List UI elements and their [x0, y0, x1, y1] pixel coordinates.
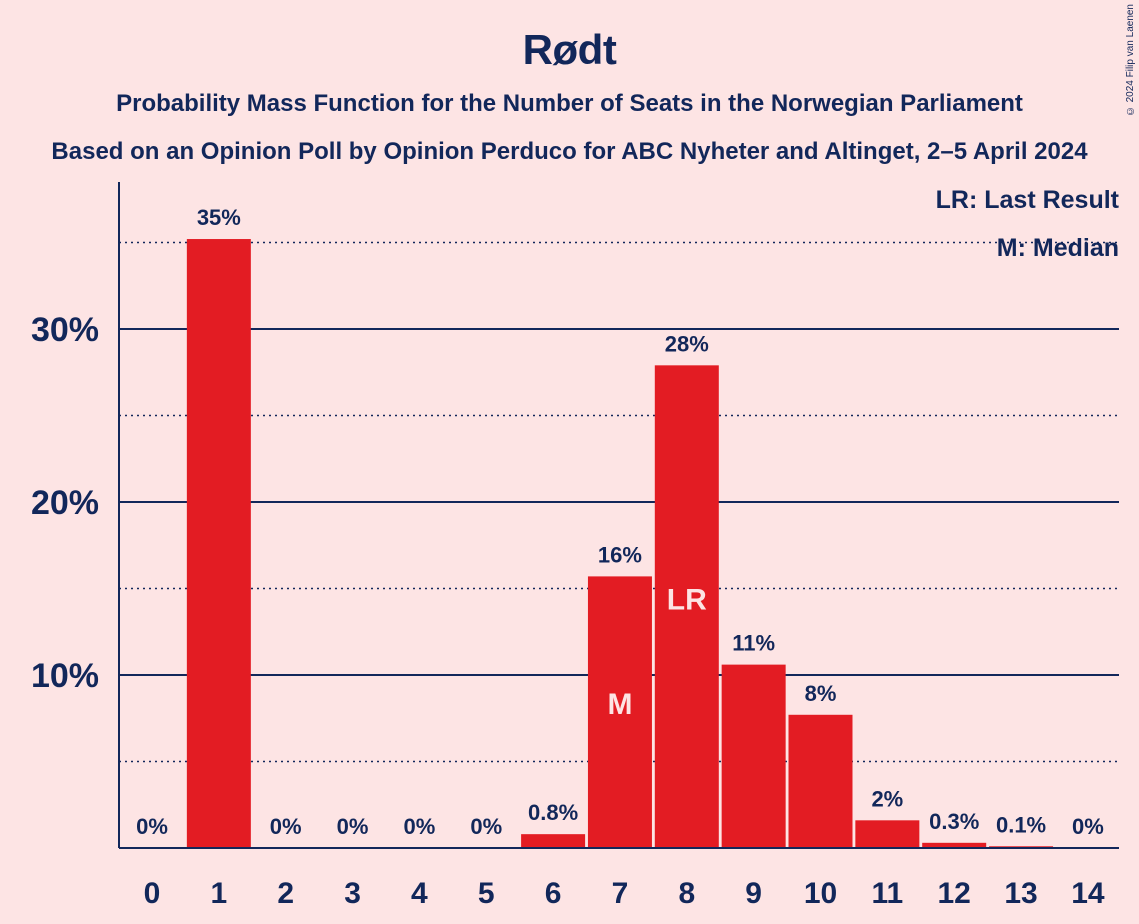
data-label: 0%: [404, 814, 436, 839]
x-tick-label: 2: [277, 877, 294, 910]
chart-source-subtitle: Based on an Opinion Poll by Opinion Perd…: [51, 138, 1088, 165]
legend-median: M: Median: [996, 234, 1119, 262]
bar: [654, 365, 719, 848]
x-tick-label: 0: [144, 877, 161, 910]
data-label: 0.8%: [528, 800, 578, 825]
x-tick-label: 5: [478, 877, 495, 910]
x-tick-label: 10: [804, 877, 837, 910]
x-tick-label: 9: [745, 877, 762, 910]
legend-last-result: LR: Last Result: [935, 186, 1119, 214]
y-tick-label: 20%: [31, 484, 99, 522]
data-label: 2%: [871, 786, 903, 811]
data-label: 0%: [1072, 814, 1104, 839]
data-label: 0%: [270, 814, 302, 839]
bar: [721, 664, 786, 848]
x-tick-label: 3: [344, 877, 361, 910]
x-tick-label: 12: [938, 877, 971, 910]
chart-subtitle: Probability Mass Function for the Number…: [116, 90, 1023, 117]
bar: [587, 576, 652, 848]
y-tick-label: 30%: [31, 311, 99, 349]
data-label: 0%: [470, 814, 502, 839]
x-tick-label: 13: [1004, 877, 1037, 910]
data-label: 11%: [732, 631, 775, 656]
x-tick-label: 1: [211, 877, 228, 910]
last-result-marker: LR: [667, 584, 707, 617]
bar: [855, 820, 920, 848]
median-marker: M: [607, 688, 632, 721]
x-tick-label: 4: [411, 877, 428, 910]
bar: [186, 239, 251, 849]
data-label: 8%: [805, 681, 837, 706]
data-label: 0.1%: [996, 812, 1046, 837]
x-tick-label: 11: [871, 877, 903, 910]
x-tick-label: 8: [678, 877, 695, 910]
x-tick-label: 6: [545, 877, 562, 910]
data-label: 0%: [136, 814, 168, 839]
data-label: 0.3%: [929, 809, 979, 834]
data-label: 16%: [598, 542, 642, 567]
data-label: 28%: [665, 331, 709, 356]
y-tick-label: 10%: [31, 657, 99, 695]
x-tick-label: 14: [1071, 877, 1105, 910]
x-tick-label: 7: [612, 877, 629, 910]
data-label: 35%: [197, 205, 241, 230]
bar: [922, 842, 987, 848]
bar: [788, 714, 853, 848]
chart-title: Rødt: [522, 26, 617, 73]
bar: [521, 834, 586, 848]
data-label: 0%: [337, 814, 369, 839]
